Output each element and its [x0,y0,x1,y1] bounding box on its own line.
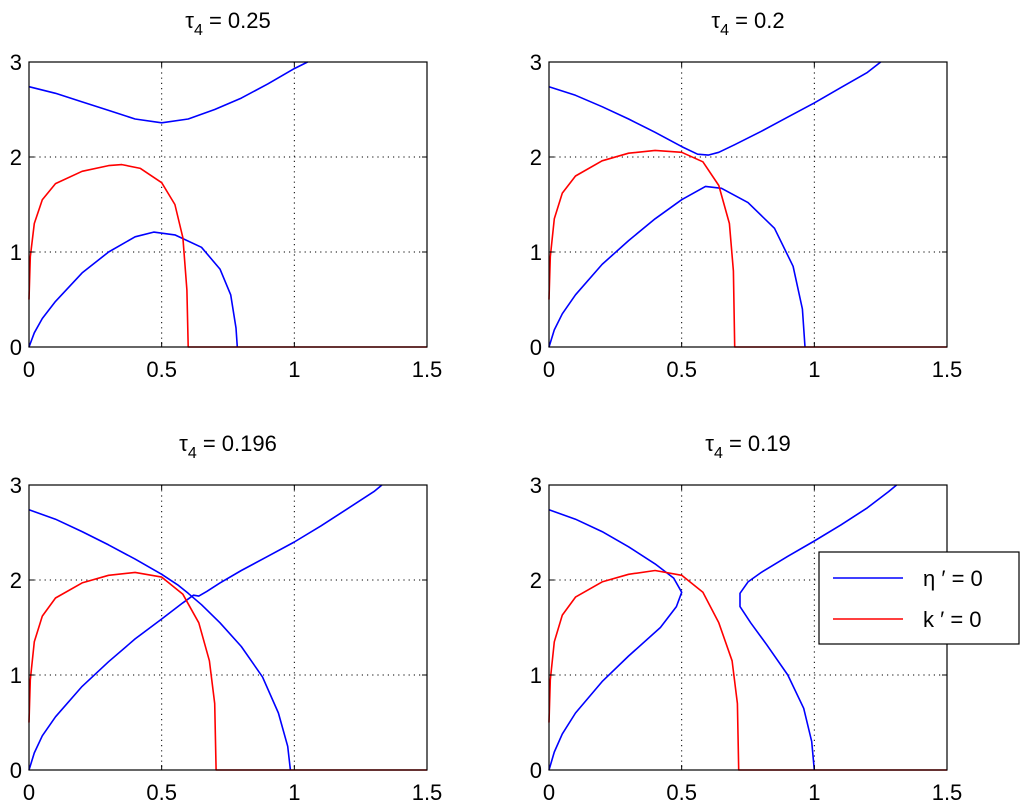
series-line [28,61,308,124]
subplot-title: τ4 = 0.25 [185,8,271,39]
x-tick-label: 1.5 [412,357,443,382]
series-line [28,508,292,771]
y-tick-label: 1 [530,240,542,265]
y-tick-label: 3 [530,473,542,498]
y-tick-label: 2 [530,568,542,593]
y-tick-label: 1 [10,240,22,265]
y-tick-label: 0 [530,758,542,783]
series-line [548,61,882,156]
series-line [28,484,383,771]
x-tick-label: 0 [543,357,555,382]
x-tick-label: 1 [288,357,300,382]
subplot-tau4-0196: 0 0.5 1 1.5 0 1 2 3 τ4 = 0.196 [10,431,443,805]
plot-area [549,62,947,347]
y-tick-label: 2 [10,568,22,593]
x-tick-label: 0 [23,780,35,805]
series-line [28,571,427,771]
x-tick-label: 0.5 [666,780,697,805]
x-tick-label: 1 [808,357,820,382]
x-tick-label: 0.5 [666,357,697,382]
series-line [28,231,239,348]
x-tick-label: 1.5 [412,780,443,805]
subplot-tau4-019: 0 0.5 1 1.5 0 1 2 3 τ4 = 0.19 η ′ = 0 k ′ = 0 [530,431,1020,805]
x-tick-label: 1.5 [932,357,963,382]
plot-area [29,485,427,770]
legend-label: k ′ = 0 [923,607,982,632]
x-tick-label: 0 [23,357,35,382]
x-tick-label: 0.5 [146,357,177,382]
axes-box [28,61,428,348]
x-tick-label: 1.5 [932,780,963,805]
y-tick-label: 0 [10,335,22,360]
subplot-tau4-025: 0 0.5 1 1.5 0 1 2 3 τ4 = 0.25 [10,8,443,382]
series-line [548,185,806,348]
series-line [739,484,898,771]
series-line [548,569,947,771]
subplot-title: τ4 = 0.19 [705,431,791,462]
x-tick-label: 0.5 [146,780,177,805]
y-tick-label: 0 [530,335,542,360]
series-line [28,163,427,348]
series-line [548,149,947,348]
y-tick-label: 1 [530,663,542,688]
legend-label: η ′ = 0 [923,566,983,591]
legend-box [818,551,1020,645]
y-tick-label: 3 [530,50,542,75]
axes-box [28,484,428,771]
plot-area [29,62,427,347]
y-tick-label: 3 [10,473,22,498]
x-tick-label: 1 [808,780,820,805]
subplot-title: τ4 = 0.196 [179,431,277,462]
y-tick-label: 1 [10,663,22,688]
axes-box [548,61,948,348]
x-tick-label: 1 [288,780,300,805]
subplot-tau4-02: 0 0.5 1 1.5 0 1 2 3 τ4 = 0.2 [530,8,963,382]
series-line [548,508,683,771]
y-tick-label: 3 [10,50,22,75]
subplot-title: τ4 = 0.2 [711,8,784,39]
y-tick-label: 2 [530,145,542,170]
y-tick-label: 0 [10,758,22,783]
x-tick-label: 0 [543,780,555,805]
y-tick-label: 2 [10,145,22,170]
